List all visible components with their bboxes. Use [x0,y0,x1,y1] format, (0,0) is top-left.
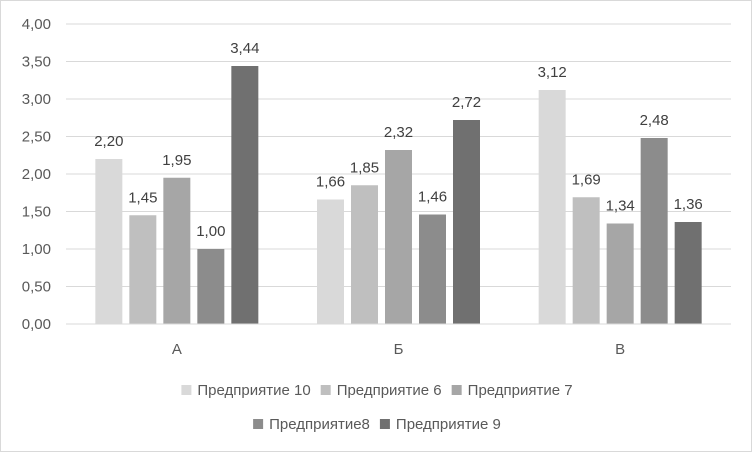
data-label: 2,32 [384,124,413,141]
legend-swatch [451,385,462,395]
legend-swatch [379,419,390,429]
legend-item: Предприятие 6 [320,382,442,399]
legend-item: Предприятие8 [253,416,370,433]
legend-item: Предприятие 10 [181,382,311,399]
x-axis: А Б В [66,323,731,358]
bar [640,138,668,324]
data-label: 2,20 [94,133,123,150]
legend-item: Предприятие 7 [451,382,573,399]
data-label: 1,46 [418,189,447,206]
data-label: 1,34 [606,198,635,215]
bar [317,199,344,324]
bar [385,150,412,324]
y-tick-label: 0,00 [22,316,51,333]
bar [674,222,702,324]
data-label: 3,44 [230,40,259,57]
data-label: 1,36 [674,196,703,213]
legend: Предприятие 10 Предприятие 6 Предприятие 7… [181,382,573,433]
x-category-label: В [615,341,625,358]
data-label: 2,72 [452,94,481,111]
bar [95,159,123,324]
legend-swatch [181,385,192,395]
bar [231,66,259,324]
data-label: 2,48 [640,112,669,129]
data-label: 1,45 [128,189,157,206]
legend-swatch [253,419,264,429]
data-labels: 2,20 1,45 1,95 1,00 3,44 1,66 1,85 2,32 1,46 2,72… [94,40,703,240]
legend-item: Предприятие 9 [379,416,501,433]
y-tick-label: 4,00 [22,16,51,33]
bar [572,197,600,324]
legend-label: Предприятие 10 [197,382,310,399]
legend-label: Предприятие 9 [396,416,501,433]
y-tick-label: 1,50 [22,204,51,221]
bar [453,120,480,324]
legend-label: Предприятие 6 [337,382,442,399]
y-tick-label: 3,00 [22,91,51,108]
y-tick-label: 0,50 [22,279,51,296]
y-axis-tick-labels: 0,00 0,50 1,00 1,50 2,00 2,50 3,00 3,50 4,00 [22,16,51,333]
data-label: 1,85 [350,159,379,176]
bar [606,223,634,324]
y-tick-label: 2,00 [22,166,51,183]
legend-swatch [320,385,331,395]
bar [129,215,157,324]
data-label: 1,00 [196,223,225,240]
bar [163,177,191,324]
legend-label: Предприятие 7 [468,382,573,399]
bar [197,249,225,324]
bars [95,66,702,324]
bar [419,214,446,324]
data-label: 1,95 [162,152,191,169]
y-tick-label: 3,50 [22,54,51,71]
y-tick-label: 1,00 [22,241,51,258]
x-category-label: Б [394,341,404,358]
data-label: 1,69 [572,171,601,188]
y-tick-label: 2,50 [22,129,51,146]
legend-label: Предприятие8 [269,416,370,433]
data-label: 3,12 [538,64,567,81]
data-label: 1,66 [316,174,345,191]
bar [351,185,378,324]
x-category-label: А [172,341,182,358]
bar [538,90,566,324]
